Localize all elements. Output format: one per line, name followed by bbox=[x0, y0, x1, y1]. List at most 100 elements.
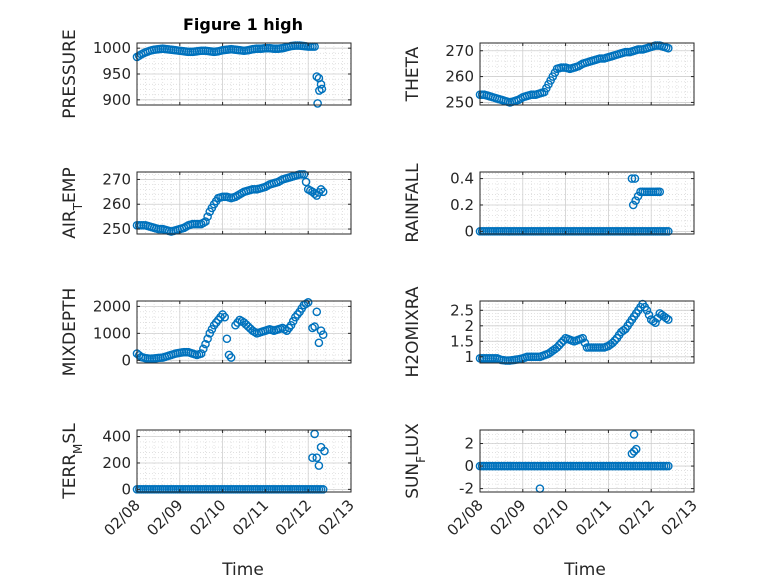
data-point bbox=[181, 47, 191, 56]
data-point bbox=[297, 304, 307, 313]
data-point bbox=[593, 227, 603, 236]
data-point bbox=[623, 321, 632, 331]
data-point bbox=[533, 89, 543, 99]
data-point bbox=[653, 227, 662, 236]
data-point bbox=[224, 45, 234, 54]
data-point bbox=[653, 187, 662, 197]
data-point bbox=[640, 302, 650, 312]
data-point bbox=[280, 325, 289, 334]
data-point bbox=[203, 334, 212, 344]
data-point bbox=[216, 46, 225, 56]
data-point bbox=[228, 193, 238, 202]
subplot-airtemp: 250 260 270 AIRTEMP bbox=[60, 167, 352, 239]
data-point bbox=[139, 49, 148, 58]
data-point bbox=[318, 330, 328, 339]
plot-area bbox=[137, 172, 351, 234]
data-point bbox=[627, 227, 637, 236]
data-point bbox=[181, 485, 191, 494]
data-point bbox=[216, 485, 225, 494]
data-point bbox=[143, 354, 152, 363]
data-point bbox=[512, 96, 521, 105]
x-tick-label: 02/13 bbox=[658, 496, 701, 539]
y-tick-label: 260 bbox=[102, 195, 131, 213]
x-tick-label: 02/08 bbox=[101, 496, 144, 539]
data-point bbox=[194, 219, 204, 229]
data-point bbox=[280, 174, 289, 184]
data-point bbox=[529, 352, 538, 362]
data-point bbox=[537, 351, 547, 361]
data-point bbox=[147, 222, 157, 232]
data-point bbox=[314, 461, 324, 470]
data-point bbox=[516, 461, 525, 471]
data-point bbox=[559, 63, 568, 72]
data-point bbox=[194, 46, 204, 56]
data-point bbox=[516, 227, 525, 236]
data-point bbox=[308, 453, 317, 463]
data-point bbox=[614, 49, 624, 59]
data-point bbox=[271, 44, 281, 53]
data-point bbox=[554, 340, 564, 350]
data-point bbox=[576, 60, 585, 70]
y-axis-label: SUNFLUX bbox=[403, 423, 428, 499]
data-point bbox=[490, 354, 500, 363]
data-point bbox=[477, 354, 487, 363]
data-point bbox=[627, 315, 637, 324]
data-point bbox=[524, 91, 534, 100]
data-point bbox=[293, 41, 302, 50]
data-point bbox=[614, 330, 624, 340]
data-point bbox=[563, 334, 573, 344]
data-point bbox=[627, 47, 637, 56]
plot-area bbox=[480, 43, 694, 105]
data-point bbox=[559, 461, 568, 471]
data-point bbox=[250, 327, 259, 337]
data-point bbox=[664, 315, 673, 324]
data-point bbox=[631, 309, 641, 318]
data-point bbox=[649, 227, 658, 236]
data-point bbox=[576, 227, 585, 236]
axes-frame bbox=[479, 42, 695, 106]
data-point bbox=[164, 351, 174, 360]
data-point bbox=[572, 62, 581, 72]
data-point bbox=[580, 338, 590, 348]
data-point bbox=[233, 485, 242, 494]
data-point bbox=[644, 461, 654, 471]
data-point bbox=[631, 444, 641, 454]
data-point bbox=[297, 41, 307, 51]
y-tick-label: 2 bbox=[464, 435, 474, 453]
data-point bbox=[638, 187, 647, 197]
data-point bbox=[503, 356, 513, 365]
data-point bbox=[177, 46, 187, 56]
data-point bbox=[226, 353, 236, 362]
y-tick-label: 200 bbox=[102, 454, 131, 472]
data-point bbox=[293, 485, 302, 494]
data-point bbox=[608, 338, 617, 348]
y-tick-label: 1000 bbox=[93, 324, 131, 342]
data-point bbox=[143, 47, 152, 56]
data-point bbox=[610, 461, 620, 471]
y-tick-label: 950 bbox=[102, 65, 131, 83]
data-point bbox=[190, 47, 200, 56]
data-point bbox=[211, 47, 221, 56]
data-point bbox=[156, 44, 165, 54]
data-point bbox=[310, 189, 319, 198]
data-point bbox=[563, 63, 573, 73]
data-point bbox=[644, 43, 654, 52]
y-tick-label: 250 bbox=[445, 93, 474, 111]
data-point bbox=[246, 45, 255, 55]
data-point bbox=[160, 225, 170, 234]
data-point bbox=[584, 227, 594, 236]
data-point bbox=[318, 187, 328, 197]
data-point bbox=[177, 224, 187, 233]
data-point bbox=[550, 68, 560, 78]
data-point bbox=[293, 310, 302, 319]
axes-frame bbox=[136, 171, 352, 235]
data-point bbox=[169, 45, 178, 55]
y-tick-label: 250 bbox=[102, 220, 131, 238]
data-point bbox=[529, 90, 538, 99]
y-tick-label: 400 bbox=[102, 428, 131, 446]
data-point bbox=[516, 354, 525, 364]
data-point bbox=[267, 325, 277, 335]
data-point bbox=[143, 221, 152, 231]
data-point bbox=[228, 45, 238, 54]
data-point bbox=[250, 485, 259, 494]
